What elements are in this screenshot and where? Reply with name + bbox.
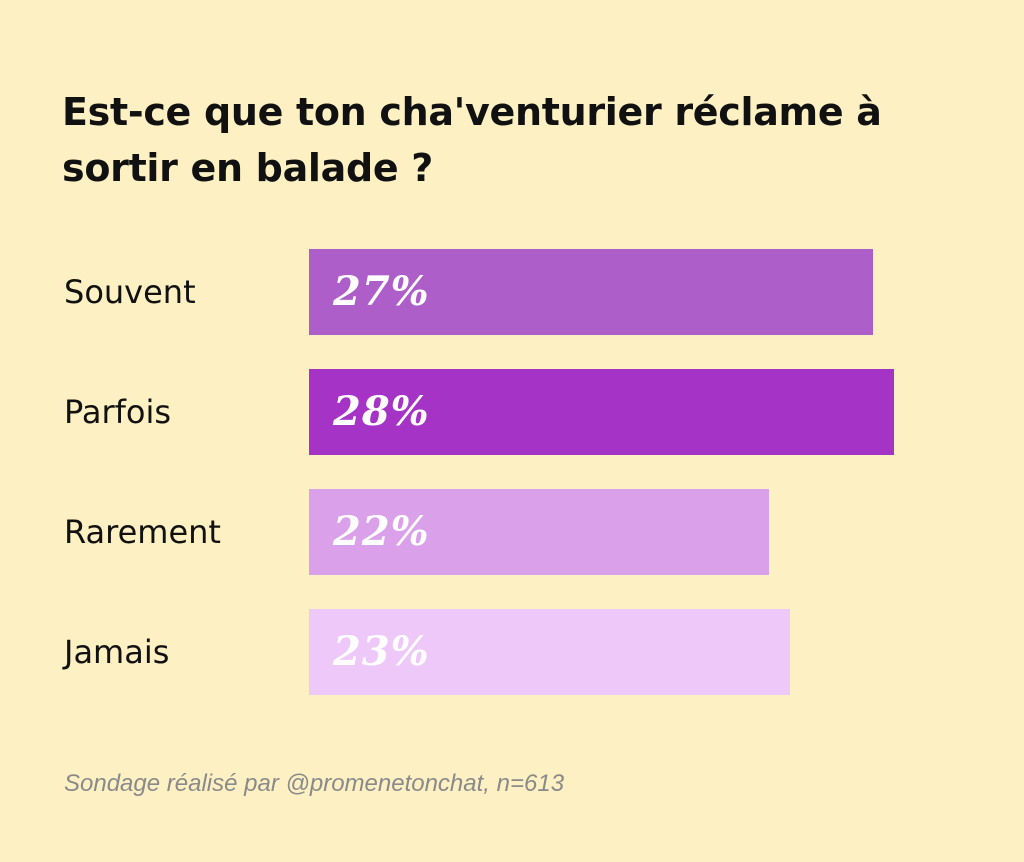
category-label: Souvent	[64, 273, 196, 311]
category-label: Jamais	[64, 633, 170, 671]
bar-value-label: 28%	[333, 388, 430, 435]
chart-title: Est-ce que ton cha'venturier réclame à s…	[62, 90, 882, 190]
category-label: Rarement	[64, 513, 221, 551]
bar-rarement: 22%	[309, 489, 769, 575]
bar-parfois: 28%	[309, 369, 894, 455]
bar-souvent: 27%	[309, 249, 873, 335]
category-label: Parfois	[64, 393, 172, 431]
bar-value-label: 22%	[333, 508, 430, 555]
bar-jamais: 23%	[309, 609, 790, 695]
bar-value-label: 23%	[333, 628, 430, 675]
bar-value-label: 27%	[333, 268, 430, 315]
footnote: Sondage réalisé par @promenetonchat, n=6…	[64, 770, 565, 797]
